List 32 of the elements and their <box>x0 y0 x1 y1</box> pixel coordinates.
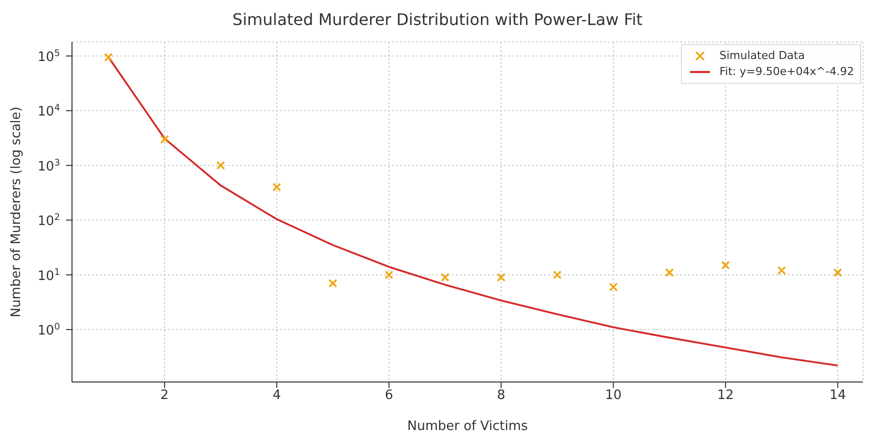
x-tick-label: 2 <box>160 388 169 404</box>
y-tick-label: 10$^{5}$ <box>38 48 60 65</box>
x-tick-label: 8 <box>497 388 506 404</box>
legend-label: Fit: y=9.50e+04x^-4.92 <box>720 64 854 80</box>
point <box>440 272 450 282</box>
y-tick-label: 10$^{2}$ <box>38 213 60 230</box>
point <box>665 268 674 277</box>
point <box>608 282 618 292</box>
y-tick-label: 10$^{0}$ <box>38 322 60 339</box>
point <box>216 161 226 170</box>
point <box>384 270 394 280</box>
y-tick-label: 10$^{1}$ <box>38 268 60 284</box>
legend-label: Simulated Data <box>720 48 805 64</box>
y-axis-title: Number of Murderers (log scale) <box>9 106 24 318</box>
x-tick-label: 4 <box>272 388 281 404</box>
y-tick-label: 10$^{4}$ <box>38 104 60 120</box>
point <box>721 260 730 270</box>
x-tick-label: 12 <box>717 388 734 404</box>
point <box>104 52 113 62</box>
point <box>496 272 506 282</box>
point <box>777 266 786 275</box>
point <box>552 270 562 280</box>
y-tick-label: 10$^{3}$ <box>38 158 60 174</box>
point <box>833 268 842 277</box>
point <box>272 182 282 192</box>
x-tick-label: 6 <box>384 388 394 404</box>
x-tick-label: 10 <box>605 388 622 404</box>
point <box>160 134 169 144</box>
x-axis-title: Number of Victims <box>407 419 528 434</box>
point <box>328 278 338 288</box>
x-tick-label: 14 <box>829 388 846 404</box>
chart-title: Simulated Murderer Distribution with Power-Law Fit <box>231 9 644 31</box>
